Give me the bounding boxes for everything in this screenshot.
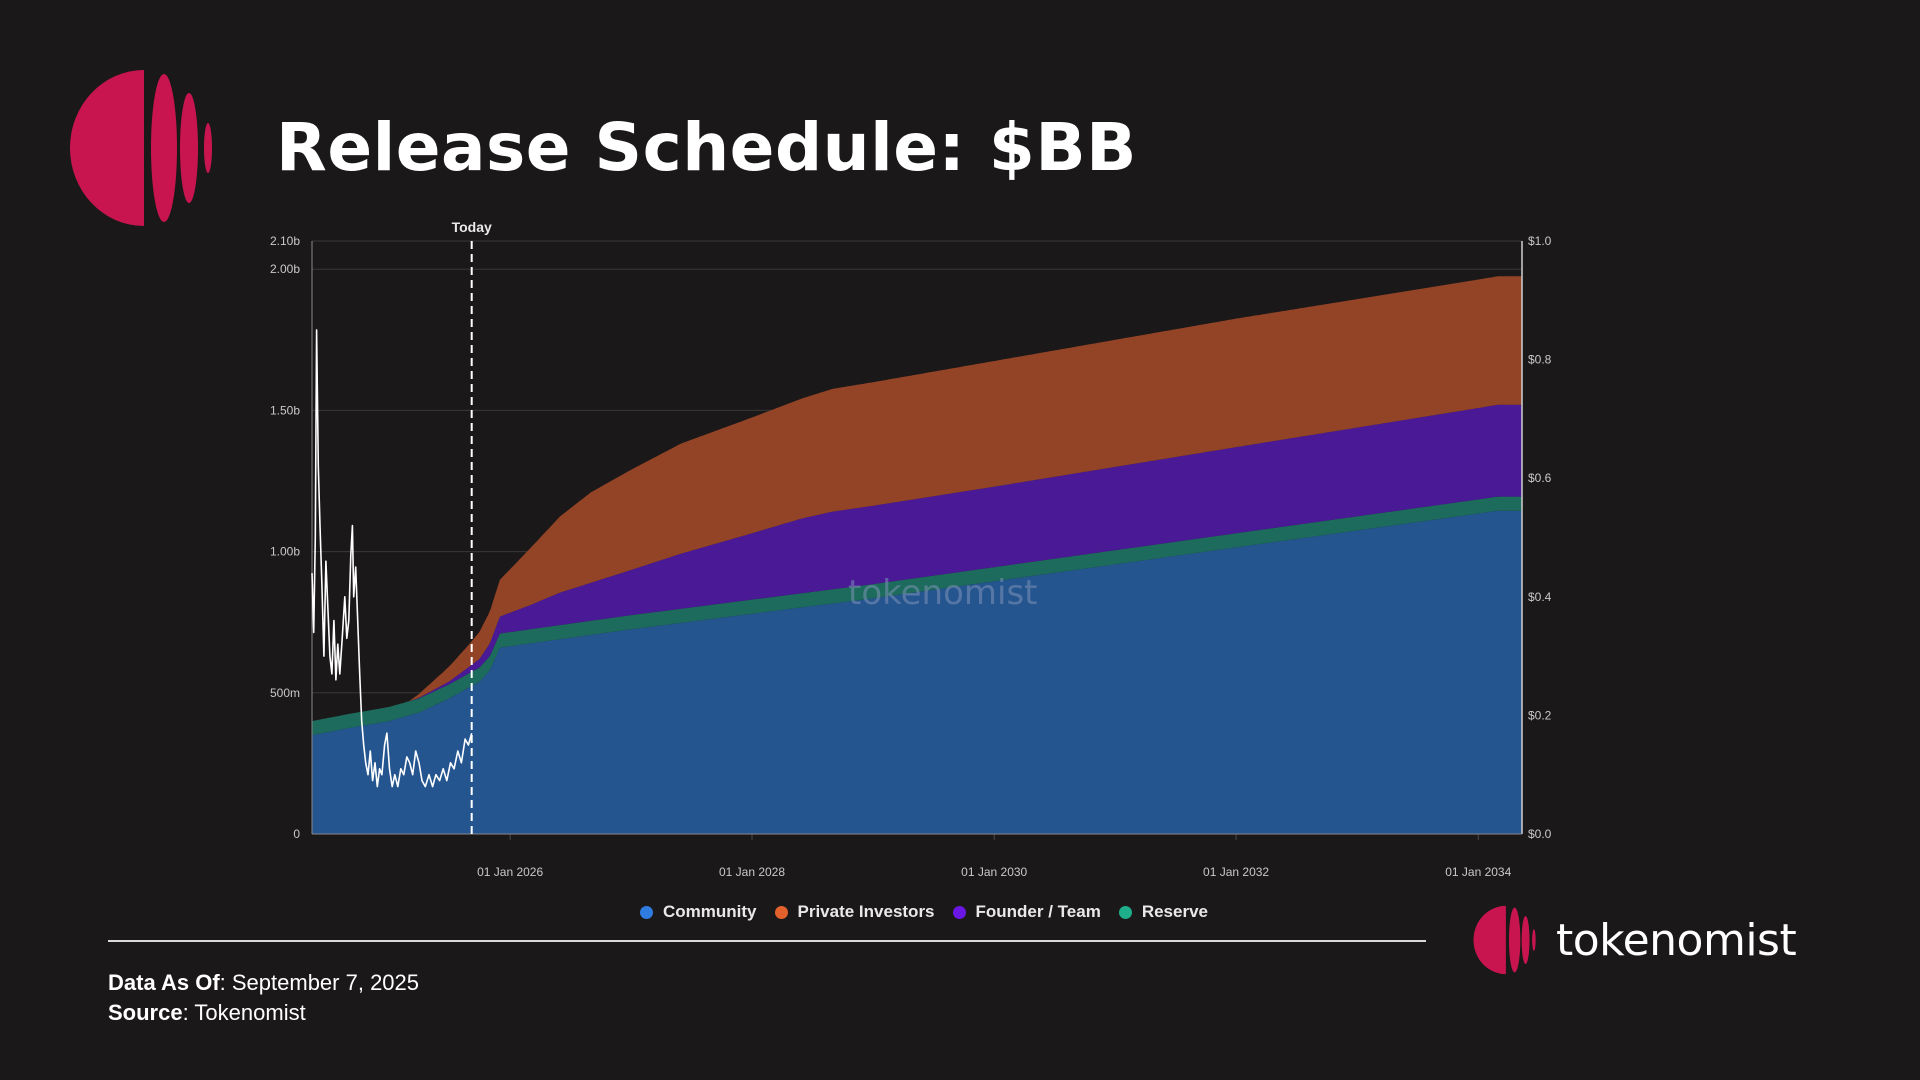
legend-dot-private-investors (774, 905, 788, 919)
axis-layer: 0 500m 1.00b 1.50b 2.00b 2.10b $0.0 $0.2 $0.4 $0.… (270, 234, 1552, 879)
y-left-tick-label: 2.10b (270, 234, 300, 248)
chart-legend: Community Private Investors Founder / Te… (640, 902, 1208, 922)
x-tick-label: 01 Jan 2034 (1445, 865, 1511, 879)
today-marker-label: Today (452, 219, 492, 235)
legend-item-private-investors[interactable]: Private Investors (774, 902, 935, 922)
data-as-of-label: Data As Of (108, 970, 220, 995)
area-series-founder-team (312, 404, 1522, 721)
source-label: Source (108, 1000, 183, 1025)
y-right-tick-label: $0.2 (1528, 708, 1552, 722)
watermark-text: tokenomist (848, 573, 1038, 613)
y-right-tick-label: $0.0 (1528, 827, 1552, 841)
tokenomist-logo-mark (69, 69, 212, 226)
y-right-tick-label: $1.0 (1528, 234, 1552, 248)
area-series-community (312, 510, 1522, 834)
x-tick-label: 01 Jan 2030 (961, 865, 1027, 879)
legend-dot-founder-team (952, 905, 966, 919)
annotation-layer: Today (452, 219, 492, 834)
footer-info: Data As Of: September 7, 2025 Source: To… (108, 968, 419, 1028)
y-right-tick-label: $0.6 (1528, 471, 1552, 485)
price-line (311, 329, 473, 788)
legend-item-reserve[interactable]: Reserve (1118, 902, 1208, 922)
price-layer (311, 329, 473, 788)
y-right-tick-label: $0.8 (1528, 353, 1552, 367)
legend-label-founder-team: Founder / Team (975, 902, 1101, 921)
legend-label-private-investors: Private Investors (797, 902, 935, 921)
y-right-tick-label: $0.4 (1528, 590, 1552, 604)
area-layer (312, 276, 1522, 834)
x-tick-label: 01 Jan 2028 (719, 865, 785, 879)
y-left-tick-label: 0 (293, 827, 300, 841)
y-left-tick-label: 1.00b (270, 545, 300, 559)
source-line: Source: Tokenomist (108, 998, 419, 1028)
legend-item-community[interactable]: Community (640, 902, 757, 922)
data-as-of-value: : September 7, 2025 (219, 970, 420, 995)
legend-dot-community (640, 905, 653, 919)
footer-divider (108, 940, 1426, 942)
y-left-tick-label: 1.50b (270, 403, 300, 417)
legend-item-founder-team[interactable]: Founder / Team (952, 902, 1101, 922)
area-series-reserve (312, 496, 1522, 736)
legend-dot-reserve (1118, 905, 1132, 919)
source-value: : Tokenomist (182, 1000, 306, 1025)
footer-logo-text: tokenomist (1556, 914, 1797, 966)
tokenomist-footer-logo: tokenomist (1470, 905, 1797, 975)
legend-label-community: Community (663, 902, 757, 921)
y-left-tick-label: 2.00b (270, 262, 300, 276)
data-as-of-line: Data As Of: September 7, 2025 (108, 968, 419, 998)
x-tick-label: 01 Jan 2032 (1203, 865, 1269, 879)
page-title: Release Schedule: $BB (276, 109, 1137, 186)
legend-label-reserve: Reserve (1141, 902, 1208, 921)
y-left-tick-label: 500m (270, 686, 300, 700)
area-series-private-investors (312, 276, 1522, 721)
tokenomist-footer-logo-icon (1473, 905, 1536, 975)
x-tick-label: 01 Jan 2026 (477, 865, 543, 879)
